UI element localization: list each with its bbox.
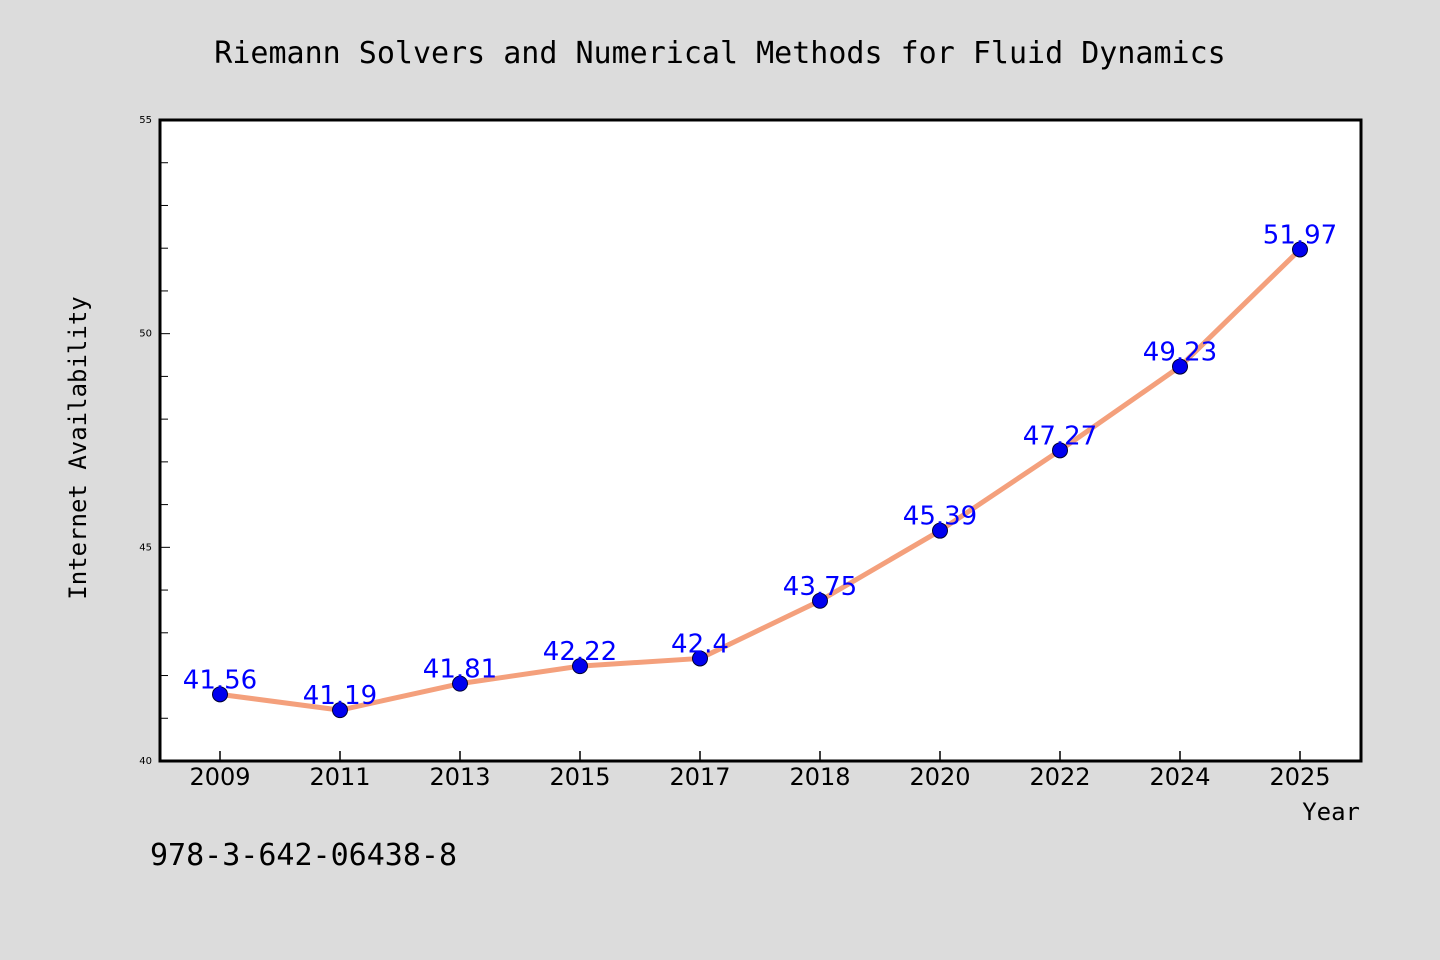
x-tick-label: 2011 <box>309 763 370 791</box>
data-labels: 41.56 41.19 41.81 42.22 42.4 43.75 45.39 47.27 4… <box>183 220 1337 711</box>
x-tick-label: 2013 <box>429 763 490 791</box>
y-tick-label: 50 <box>139 329 152 340</box>
y-tick-label: 55 <box>139 115 152 126</box>
x-tick-label: 2018 <box>789 763 850 791</box>
data-point <box>812 592 828 609</box>
data-point <box>1052 442 1068 459</box>
data-label: 47.27 <box>1023 421 1097 451</box>
data-label: 42.22 <box>543 637 617 667</box>
data-label: 43.75 <box>783 572 857 602</box>
data-point <box>692 650 708 667</box>
x-axis: 2009 2011 2013 2015 2017 2018 2020 2022 2024 2025 <box>189 751 1331 791</box>
series-internet-availability <box>212 241 1308 719</box>
data-point <box>452 675 468 692</box>
data-point <box>1292 241 1308 258</box>
x-tick-label: 2020 <box>909 763 970 791</box>
plot-area <box>158 118 1363 763</box>
y-tick-label: 45 <box>139 542 152 553</box>
y-tick-label: 40 <box>139 756 152 767</box>
chart-title: Riemann Solvers and Numerical Methods fo… <box>214 36 1225 71</box>
data-label: 51.97 <box>1263 220 1337 250</box>
x-tick-label: 2015 <box>549 763 610 791</box>
x-tick-label: 2022 <box>1029 763 1090 791</box>
data-label: 41.19 <box>303 681 377 711</box>
x-tick-label: 2017 <box>669 763 730 791</box>
data-label: 42.4 <box>671 629 729 659</box>
data-point <box>212 686 228 703</box>
y-axis: 40 45 50 55 <box>139 115 170 767</box>
series-line <box>217 246 1303 713</box>
data-label: 49.23 <box>1143 338 1217 368</box>
y-axis-title: Internet Availability <box>64 296 92 599</box>
data-label: 41.81 <box>423 655 497 685</box>
data-label: 45.39 <box>903 502 977 532</box>
data-point <box>1172 358 1188 375</box>
isbn-text: 978-3-642-06438-8 <box>150 838 457 873</box>
x-tick-label: 2024 <box>1149 763 1210 791</box>
data-point <box>572 658 588 675</box>
data-point <box>332 702 348 719</box>
x-axis-title: Year <box>1302 798 1360 826</box>
data-point <box>932 522 948 539</box>
data-label: 41.56 <box>183 665 257 695</box>
x-tick-label: 2009 <box>189 763 250 791</box>
x-tick-label: 2025 <box>1269 763 1330 791</box>
